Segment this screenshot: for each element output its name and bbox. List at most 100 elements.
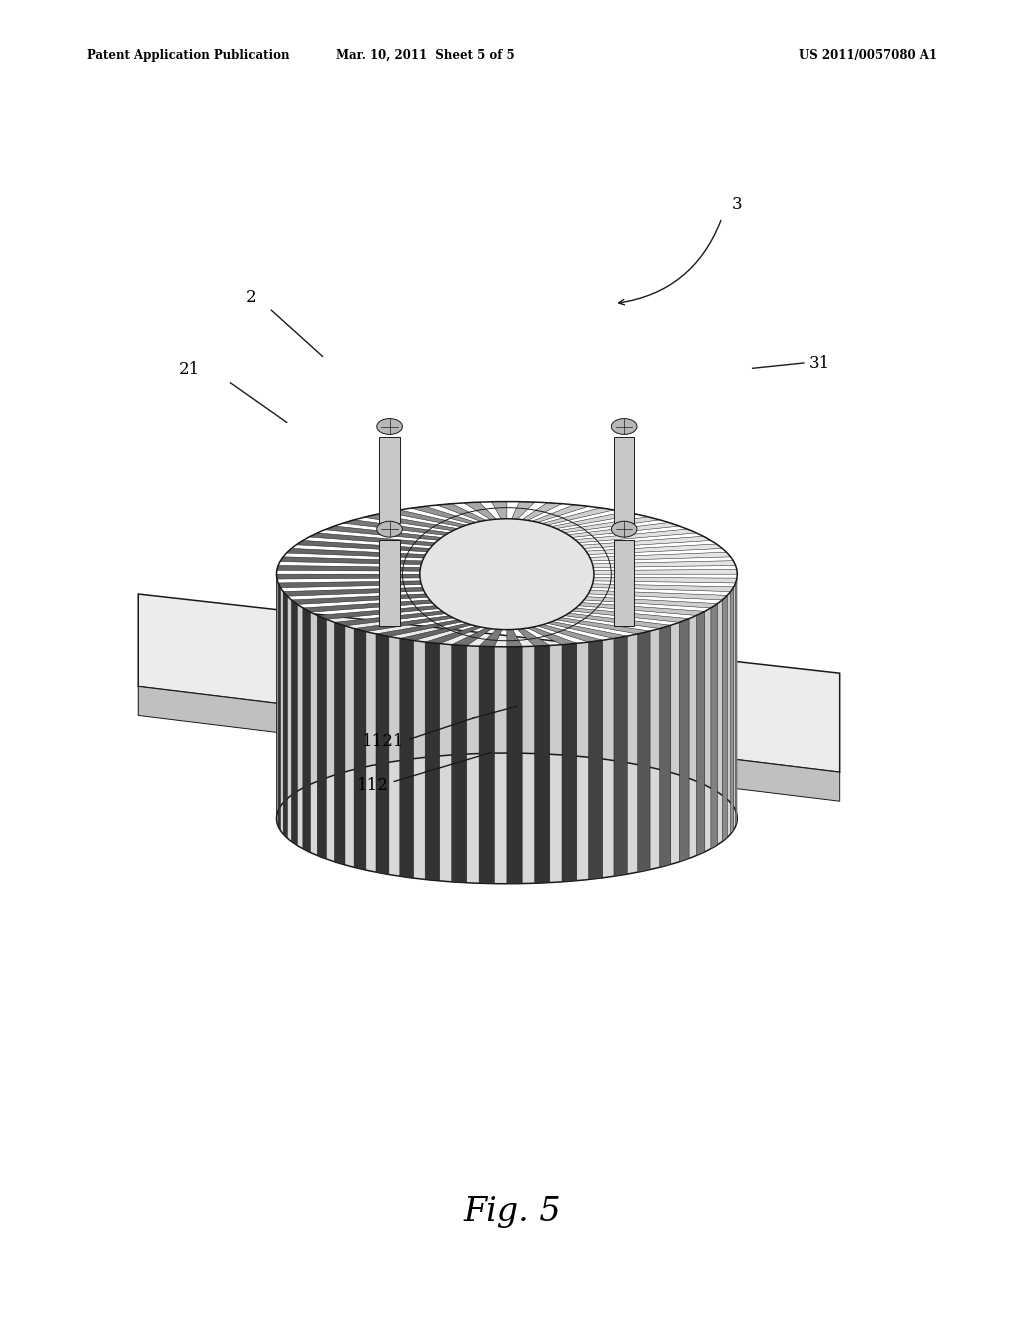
Polygon shape [411,507,476,524]
Polygon shape [527,627,577,644]
Polygon shape [614,636,628,876]
Polygon shape [437,504,486,521]
Polygon shape [343,520,450,535]
Polygon shape [556,618,650,634]
Polygon shape [507,630,522,647]
Polygon shape [376,634,389,875]
Polygon shape [425,642,439,880]
Polygon shape [586,544,722,554]
Polygon shape [280,557,422,565]
Polygon shape [614,540,635,626]
Polygon shape [335,622,345,865]
Polygon shape [364,515,458,531]
Polygon shape [317,615,327,859]
Polygon shape [532,504,589,523]
Polygon shape [538,624,603,642]
Polygon shape [575,529,696,543]
Ellipse shape [375,735,403,754]
Polygon shape [452,628,492,645]
Text: 31: 31 [809,355,830,371]
Polygon shape [542,508,614,525]
Polygon shape [279,581,421,587]
Polygon shape [452,644,467,883]
Polygon shape [379,651,399,737]
Polygon shape [722,595,727,842]
Polygon shape [354,615,454,631]
Text: 112: 112 [357,777,389,793]
Polygon shape [614,678,635,764]
Polygon shape [568,523,679,537]
Ellipse shape [375,735,403,754]
Polygon shape [593,577,737,583]
Polygon shape [492,502,507,519]
Polygon shape [399,639,414,878]
Ellipse shape [276,752,737,884]
Polygon shape [592,583,734,591]
Ellipse shape [611,418,637,434]
Polygon shape [296,540,430,552]
Polygon shape [325,527,441,540]
Text: US 2011/0057080 A1: US 2011/0057080 A1 [799,49,937,62]
Polygon shape [284,587,424,597]
Polygon shape [679,619,689,862]
Polygon shape [276,565,421,572]
Ellipse shape [420,519,594,630]
Polygon shape [552,512,638,528]
Polygon shape [735,578,737,826]
Polygon shape [507,647,522,884]
Polygon shape [479,630,502,647]
Polygon shape [638,631,650,873]
Text: 21: 21 [179,362,200,378]
Polygon shape [522,503,562,520]
Polygon shape [138,594,840,772]
Polygon shape [594,569,737,574]
Polygon shape [593,561,735,568]
Polygon shape [354,628,366,870]
Text: 2: 2 [246,289,256,305]
Polygon shape [730,587,734,834]
Polygon shape [386,510,466,527]
Polygon shape [276,574,737,883]
Polygon shape [614,678,635,764]
Polygon shape [376,620,462,636]
Ellipse shape [611,521,637,537]
Polygon shape [711,603,718,849]
Polygon shape [479,647,495,883]
Polygon shape [379,651,399,737]
Polygon shape [303,601,433,612]
Polygon shape [464,502,497,520]
Polygon shape [517,628,550,647]
Polygon shape [581,536,711,548]
Polygon shape [548,622,628,639]
Polygon shape [284,591,288,838]
Polygon shape [309,533,435,545]
Text: 3: 3 [732,197,742,213]
Polygon shape [292,601,297,846]
Polygon shape [425,626,481,644]
Polygon shape [614,437,635,523]
Text: Fig. 5: Fig. 5 [463,1196,561,1228]
Polygon shape [562,643,577,882]
Text: Patent Application Publication: Patent Application Publication [87,49,290,62]
Polygon shape [588,590,727,601]
Polygon shape [512,502,535,519]
Text: Mar. 10, 2011  Sheet 5 of 5: Mar. 10, 2011 Sheet 5 of 5 [336,49,514,62]
Polygon shape [279,583,281,830]
Polygon shape [276,574,420,579]
Ellipse shape [377,521,402,537]
Polygon shape [560,517,659,533]
Polygon shape [579,603,705,615]
Polygon shape [589,640,603,879]
Polygon shape [696,611,705,855]
Ellipse shape [377,418,402,434]
Polygon shape [317,606,438,619]
Polygon shape [572,609,689,622]
Polygon shape [292,594,428,605]
Polygon shape [379,437,399,523]
Polygon shape [659,626,671,867]
Polygon shape [335,611,445,626]
Polygon shape [399,623,472,640]
Text: 1121: 1121 [361,734,404,750]
Polygon shape [379,540,399,626]
Polygon shape [287,548,426,558]
